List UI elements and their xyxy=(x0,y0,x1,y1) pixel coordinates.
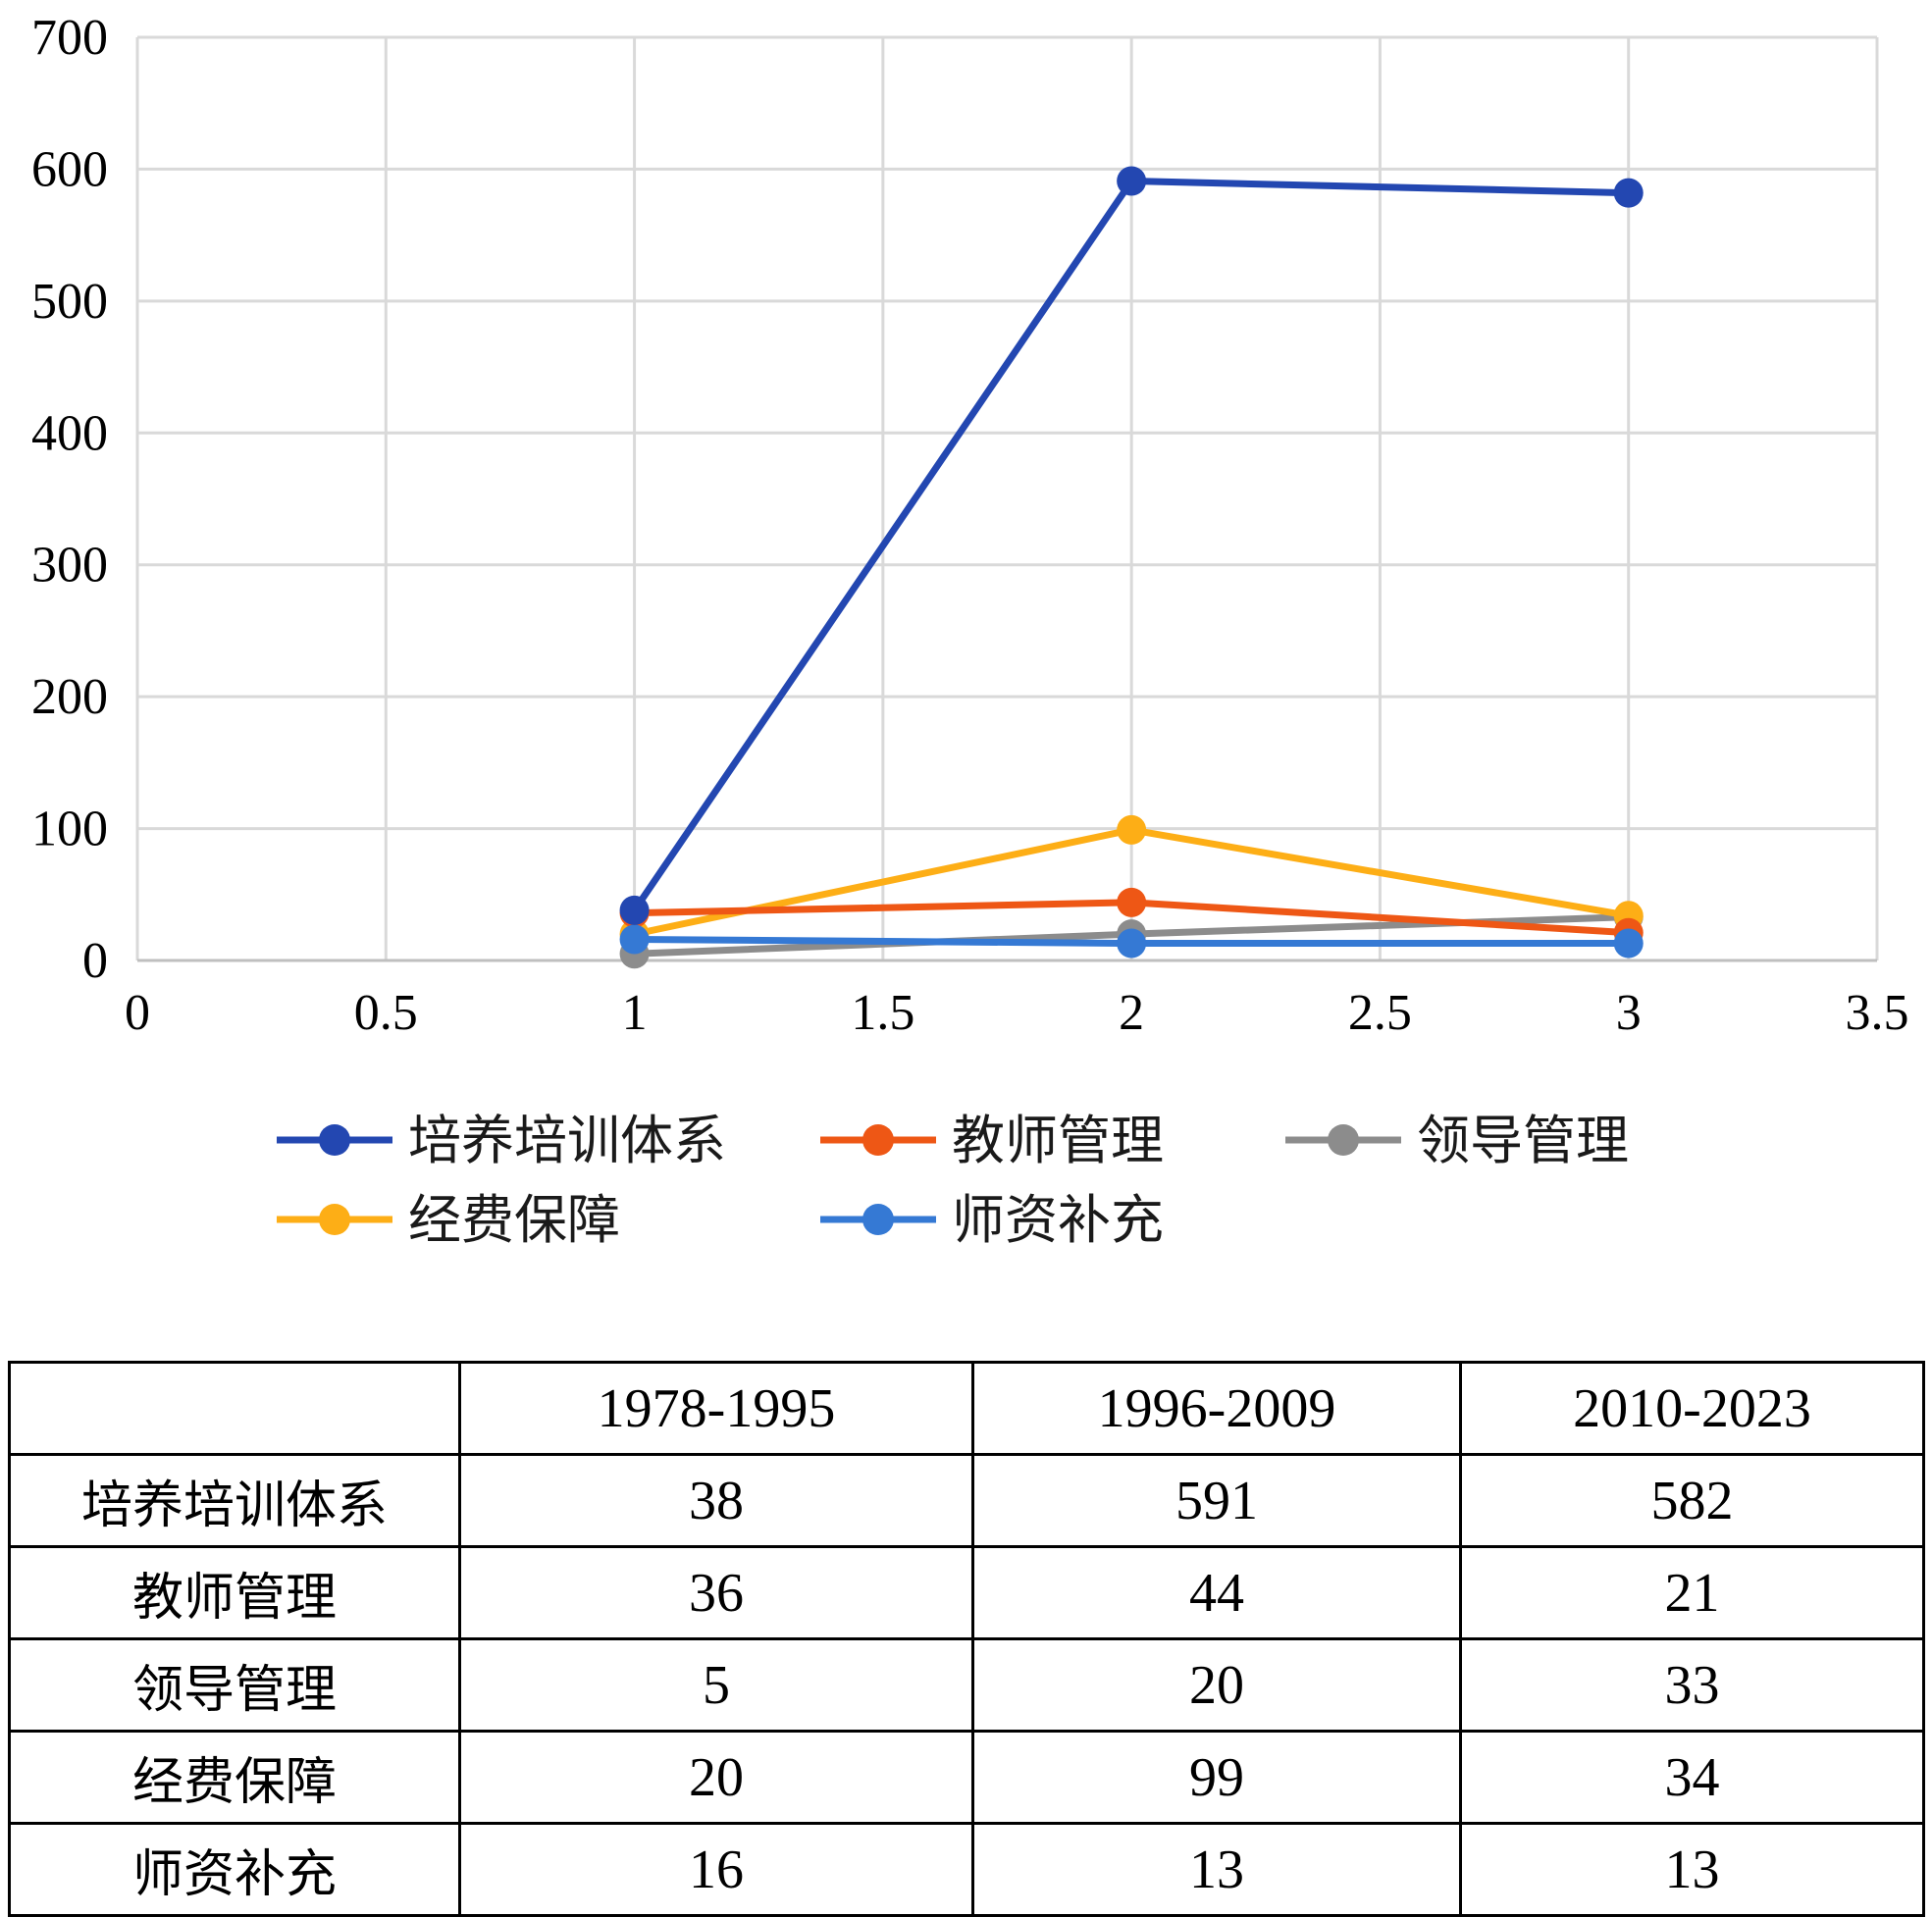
y-tick-label: 0 xyxy=(82,933,108,989)
legend-item: 教师管理 xyxy=(820,1110,1164,1171)
table-header-cell: 1996-2009 xyxy=(971,1361,1462,1456)
legend-item: 师资补充 xyxy=(820,1189,1164,1251)
table-row-label: 师资补充 xyxy=(8,1822,461,1917)
legend-item: 经费保障 xyxy=(277,1189,620,1251)
table-cell: 582 xyxy=(1459,1453,1925,1548)
data-point xyxy=(619,924,650,955)
table-cell: 16 xyxy=(458,1822,974,1917)
table-row: 培养培训体系 38 591 582 xyxy=(8,1453,1925,1548)
y-tick-label: 600 xyxy=(31,141,108,197)
data-point xyxy=(1117,166,1147,196)
legend-item: 领导管理 xyxy=(1285,1110,1629,1171)
legend-marker xyxy=(1328,1124,1359,1156)
table-row: 师资补充 16 13 13 xyxy=(8,1822,1925,1917)
table-cell: 591 xyxy=(971,1453,1462,1548)
table-row-label: 培养培训体系 xyxy=(8,1453,461,1548)
table-row-label: 经费保障 xyxy=(8,1730,461,1825)
table-cell: 33 xyxy=(1459,1637,1925,1733)
y-tick-label: 500 xyxy=(31,274,108,330)
table-cell: 21 xyxy=(1459,1545,1925,1640)
table-cell: 34 xyxy=(1459,1730,1925,1825)
table-cell: 44 xyxy=(971,1545,1462,1640)
x-tick-label: 1 xyxy=(622,985,648,1041)
table-cell: 5 xyxy=(458,1637,974,1733)
data-point xyxy=(1117,814,1147,845)
table-cell: 99 xyxy=(971,1730,1462,1825)
table-row: 领导管理 5 20 33 xyxy=(8,1637,1925,1733)
data-table: 1978-1995 1996-2009 2010-2023 培养培训体系 38 … xyxy=(8,1361,1925,1917)
y-tick-label: 700 xyxy=(31,10,108,66)
legend-label: 教师管理 xyxy=(952,1110,1164,1171)
x-tick-label: 2.5 xyxy=(1348,985,1412,1041)
table-header-cell: 1978-1995 xyxy=(458,1361,974,1456)
table-cell: 36 xyxy=(458,1545,974,1640)
legend-label: 领导管理 xyxy=(1417,1110,1629,1171)
table-cell: 20 xyxy=(458,1730,974,1825)
table-header-cell: 2010-2023 xyxy=(1459,1361,1925,1456)
table-row-label: 领导管理 xyxy=(8,1637,461,1733)
y-tick-label: 200 xyxy=(31,669,108,725)
y-tick-label: 400 xyxy=(31,405,108,461)
line-chart: 0 0.5 1 1.5 2 2.5 3 3.5 0 100 200 300 400 500 600 700 培… xyxy=(31,10,1909,1251)
data-point xyxy=(1613,928,1644,958)
table-row: 经费保障 20 99 34 xyxy=(8,1730,1925,1825)
x-tick-label: 0 xyxy=(125,985,150,1041)
legend-label: 经费保障 xyxy=(408,1189,620,1251)
x-tick-label: 3.5 xyxy=(1846,985,1909,1041)
axes: 0 0.5 1 1.5 2 2.5 3 3.5 0 100 200 300 400 500 600 700 xyxy=(31,10,1909,1041)
table-cell: 20 xyxy=(971,1637,1462,1733)
legend-label: 培养培训体系 xyxy=(408,1110,726,1171)
legend-marker xyxy=(319,1124,350,1156)
x-tick-label: 1.5 xyxy=(851,985,914,1041)
table-row: 教师管理 36 44 21 xyxy=(8,1545,1925,1640)
legend-marker xyxy=(319,1204,350,1235)
legend-marker xyxy=(862,1204,894,1235)
data-point xyxy=(1117,928,1147,958)
x-tick-label: 0.5 xyxy=(354,985,418,1041)
legend-item: 培养培训体系 xyxy=(277,1110,726,1171)
table-header-cell xyxy=(8,1361,461,1456)
table-cell: 38 xyxy=(458,1453,974,1548)
table-header-row: 1978-1995 1996-2009 2010-2023 xyxy=(8,1361,1925,1456)
series-lines xyxy=(619,166,1644,969)
x-tick-label: 2 xyxy=(1119,985,1144,1041)
legend-label: 师资补充 xyxy=(952,1189,1164,1251)
table-cell: 13 xyxy=(1459,1822,1925,1917)
data-point xyxy=(1117,887,1147,917)
y-tick-label: 100 xyxy=(31,802,108,857)
data-point xyxy=(619,895,650,925)
y-tick-label: 300 xyxy=(31,538,108,594)
table-cell: 13 xyxy=(971,1822,1462,1917)
table-row-label: 教师管理 xyxy=(8,1545,461,1640)
grid xyxy=(135,35,1879,962)
data-point xyxy=(1613,178,1644,208)
legend-marker xyxy=(862,1124,894,1156)
x-tick-label: 3 xyxy=(1616,985,1642,1041)
